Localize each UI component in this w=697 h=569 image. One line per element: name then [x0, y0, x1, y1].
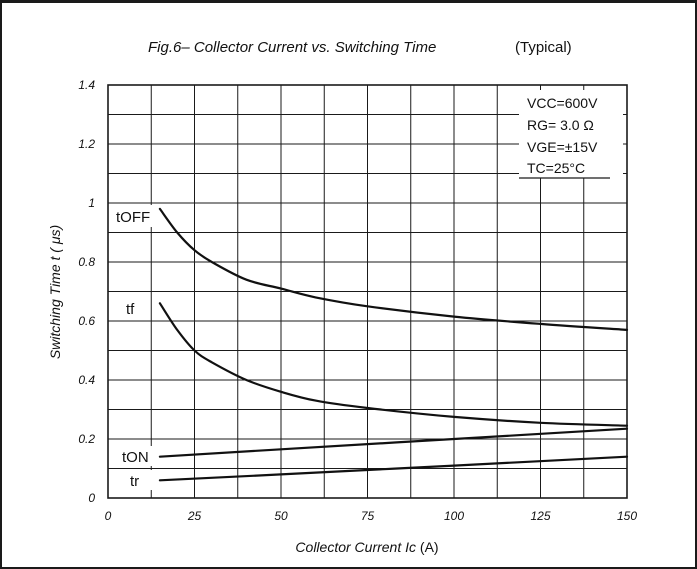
chart-title: Fig.6– Collector Current vs. Switching T… [148, 39, 436, 56]
x-tick-label: 100 [444, 509, 464, 523]
y-tick-label: 1.2 [78, 137, 95, 151]
x-tick-label: 25 [187, 509, 202, 523]
y-tick-label: 0.6 [78, 314, 95, 328]
x-tick-label: 125 [530, 509, 550, 523]
x-axis-title: Collector Current Ic [295, 539, 416, 555]
condition-tc: TC=25°C [527, 160, 585, 176]
series-labels: tOFF tf tON tr [114, 205, 156, 490]
condition-vge: VGE=±15V [527, 139, 598, 155]
series-label-toff: tOFF [116, 209, 150, 226]
x-axis-unit: (A) [420, 539, 439, 555]
y-tick-label: 1.4 [78, 78, 95, 92]
x-tick-label: 0 [105, 509, 112, 523]
series-layer [158, 207, 629, 482]
series-label-ton: tON [122, 449, 149, 466]
condition-rg: RG= 3.0 Ω [527, 117, 594, 133]
y-tick-label: 0.8 [78, 255, 95, 269]
series-label-tf: tf [126, 301, 135, 318]
y-axis-unit: ( μs) [47, 225, 63, 253]
x-tick-labels: 0 25 50 75 100 125 150 [105, 509, 638, 523]
plot-border [107, 84, 628, 499]
series-line-toff [158, 207, 629, 331]
x-tick-label: 75 [361, 509, 375, 523]
series-line-ton [158, 427, 629, 458]
label-bg-tr [124, 470, 152, 490]
x-tick-label: 50 [274, 509, 288, 523]
y-axis-label: Switching Time t ( μs) [47, 225, 63, 359]
label-bg-ton [116, 446, 156, 466]
chart-title-suffix: (Typical) [515, 39, 572, 56]
label-bg-tf [120, 298, 148, 320]
label-bg-toff [114, 205, 152, 227]
y-tick-labels: 0 0.2 0.4 0.6 0.8 1 1.2 1.4 [78, 78, 95, 505]
y-tick-label: 0 [88, 491, 95, 505]
condition-vcc: VCC=600V [527, 95, 598, 111]
x-tick-label: 150 [617, 509, 637, 523]
conditions-box: VCC=600V RG= 3.0 Ω VGE=±15V TC=25°C [519, 90, 623, 179]
x-axis-label: Collector Current Ic (A) [295, 539, 438, 555]
y-tick-label: 0.4 [78, 373, 95, 387]
series-label-tr: tr [130, 473, 139, 490]
series-line-tr [158, 455, 629, 482]
conditions-box-bg [519, 90, 623, 178]
y-axis-title: Switching Time t [47, 255, 63, 359]
svg-text:Switching Time t ( μs): Switching Time t ( μs) [47, 225, 63, 359]
y-tick-label: 0.2 [78, 432, 95, 446]
y-tick-label: 1 [88, 196, 95, 210]
series-line-tf [158, 302, 629, 427]
